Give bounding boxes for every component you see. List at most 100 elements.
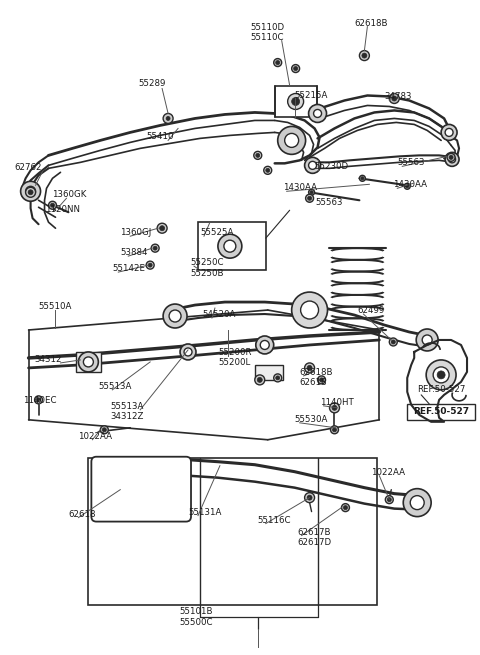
Circle shape [447,153,455,161]
Circle shape [292,98,300,105]
Circle shape [78,352,98,372]
Circle shape [278,126,306,155]
Circle shape [360,50,370,60]
Circle shape [360,176,365,181]
Text: 54520A: 54520A [202,310,235,319]
Bar [76,352,101,372]
Text: 55200R
55200L: 55200R 55200L [218,348,252,367]
Text: 62618B: 62618B [354,18,388,28]
Circle shape [410,496,424,510]
Text: 1022AA: 1022AA [372,468,406,477]
Text: 55131A: 55131A [188,508,221,517]
Circle shape [310,191,313,194]
Circle shape [256,153,260,157]
Text: 55513A
34312Z: 55513A 34312Z [110,402,144,421]
Circle shape [21,181,40,201]
Circle shape [163,113,173,123]
Circle shape [254,151,262,159]
Circle shape [288,94,304,109]
Circle shape [309,189,314,195]
Circle shape [391,340,396,344]
Circle shape [308,196,312,200]
Text: 1360GK: 1360GK [52,191,87,199]
Circle shape [437,371,445,379]
Circle shape [84,357,94,367]
Text: 53884: 53884 [120,248,148,257]
Text: 55250C
55250B: 55250C 55250B [190,258,224,278]
Circle shape [389,338,397,346]
Circle shape [361,177,364,180]
Text: 1430AA: 1430AA [393,180,427,189]
Text: 62762: 62762 [15,163,42,172]
Text: 55513A: 55513A [98,382,132,391]
Text: 55563: 55563 [397,159,425,168]
Circle shape [102,428,106,432]
Circle shape [387,498,391,502]
Circle shape [276,60,280,65]
Text: REF.50-527: REF.50-527 [413,407,469,417]
Circle shape [260,341,269,350]
Circle shape [333,428,336,432]
Circle shape [320,378,324,382]
Text: 62617B
62617D: 62617B 62617D [298,527,332,547]
Circle shape [36,398,40,402]
Circle shape [224,240,236,252]
Circle shape [169,310,181,322]
Text: 55410: 55410 [146,132,174,141]
Circle shape [362,53,367,58]
Circle shape [307,365,312,371]
Circle shape [406,185,409,188]
Circle shape [309,161,317,170]
Circle shape [422,335,432,345]
Circle shape [441,124,457,140]
Text: 62618B
62618: 62618B 62618 [300,368,333,387]
Circle shape [329,403,339,413]
Bar [88,458,377,605]
Circle shape [305,157,321,174]
Circle shape [25,187,36,197]
Text: 55110D
55110C: 55110D 55110C [251,23,285,42]
Text: 1430AA: 1430AA [283,183,317,193]
Circle shape [264,166,272,174]
Text: 34312: 34312 [35,355,62,364]
Circle shape [151,244,159,252]
Circle shape [445,128,453,136]
Circle shape [50,203,55,207]
Circle shape [433,367,449,383]
Circle shape [306,195,313,202]
Circle shape [344,506,348,510]
Circle shape [218,234,242,258]
Circle shape [148,263,152,267]
Circle shape [449,156,456,163]
Circle shape [305,493,314,502]
Text: 1022AA: 1022AA [78,432,112,441]
Circle shape [285,134,299,147]
Text: 55230D: 55230D [314,162,348,172]
Circle shape [426,360,456,390]
Circle shape [309,105,326,122]
Circle shape [28,190,33,195]
Circle shape [160,226,165,231]
Circle shape [294,67,298,71]
Circle shape [305,363,314,373]
Circle shape [35,396,43,404]
Bar [255,365,283,380]
Text: 1360GJ: 1360GJ [120,228,152,237]
Text: 1140EC: 1140EC [23,396,56,405]
Text: 1140HT: 1140HT [320,398,353,407]
Circle shape [292,292,327,328]
Circle shape [445,153,459,166]
Circle shape [385,496,393,504]
Circle shape [318,376,325,384]
Circle shape [157,223,167,233]
Circle shape [292,65,300,73]
Text: 55101B
55500C: 55101B 55500C [179,607,213,627]
Circle shape [48,201,57,209]
Text: 55510A: 55510A [38,302,72,311]
Text: 55289: 55289 [138,79,166,88]
Circle shape [389,94,399,103]
Circle shape [392,96,397,101]
Bar [275,86,317,117]
Text: 55530A: 55530A [295,415,328,424]
Circle shape [184,348,192,356]
